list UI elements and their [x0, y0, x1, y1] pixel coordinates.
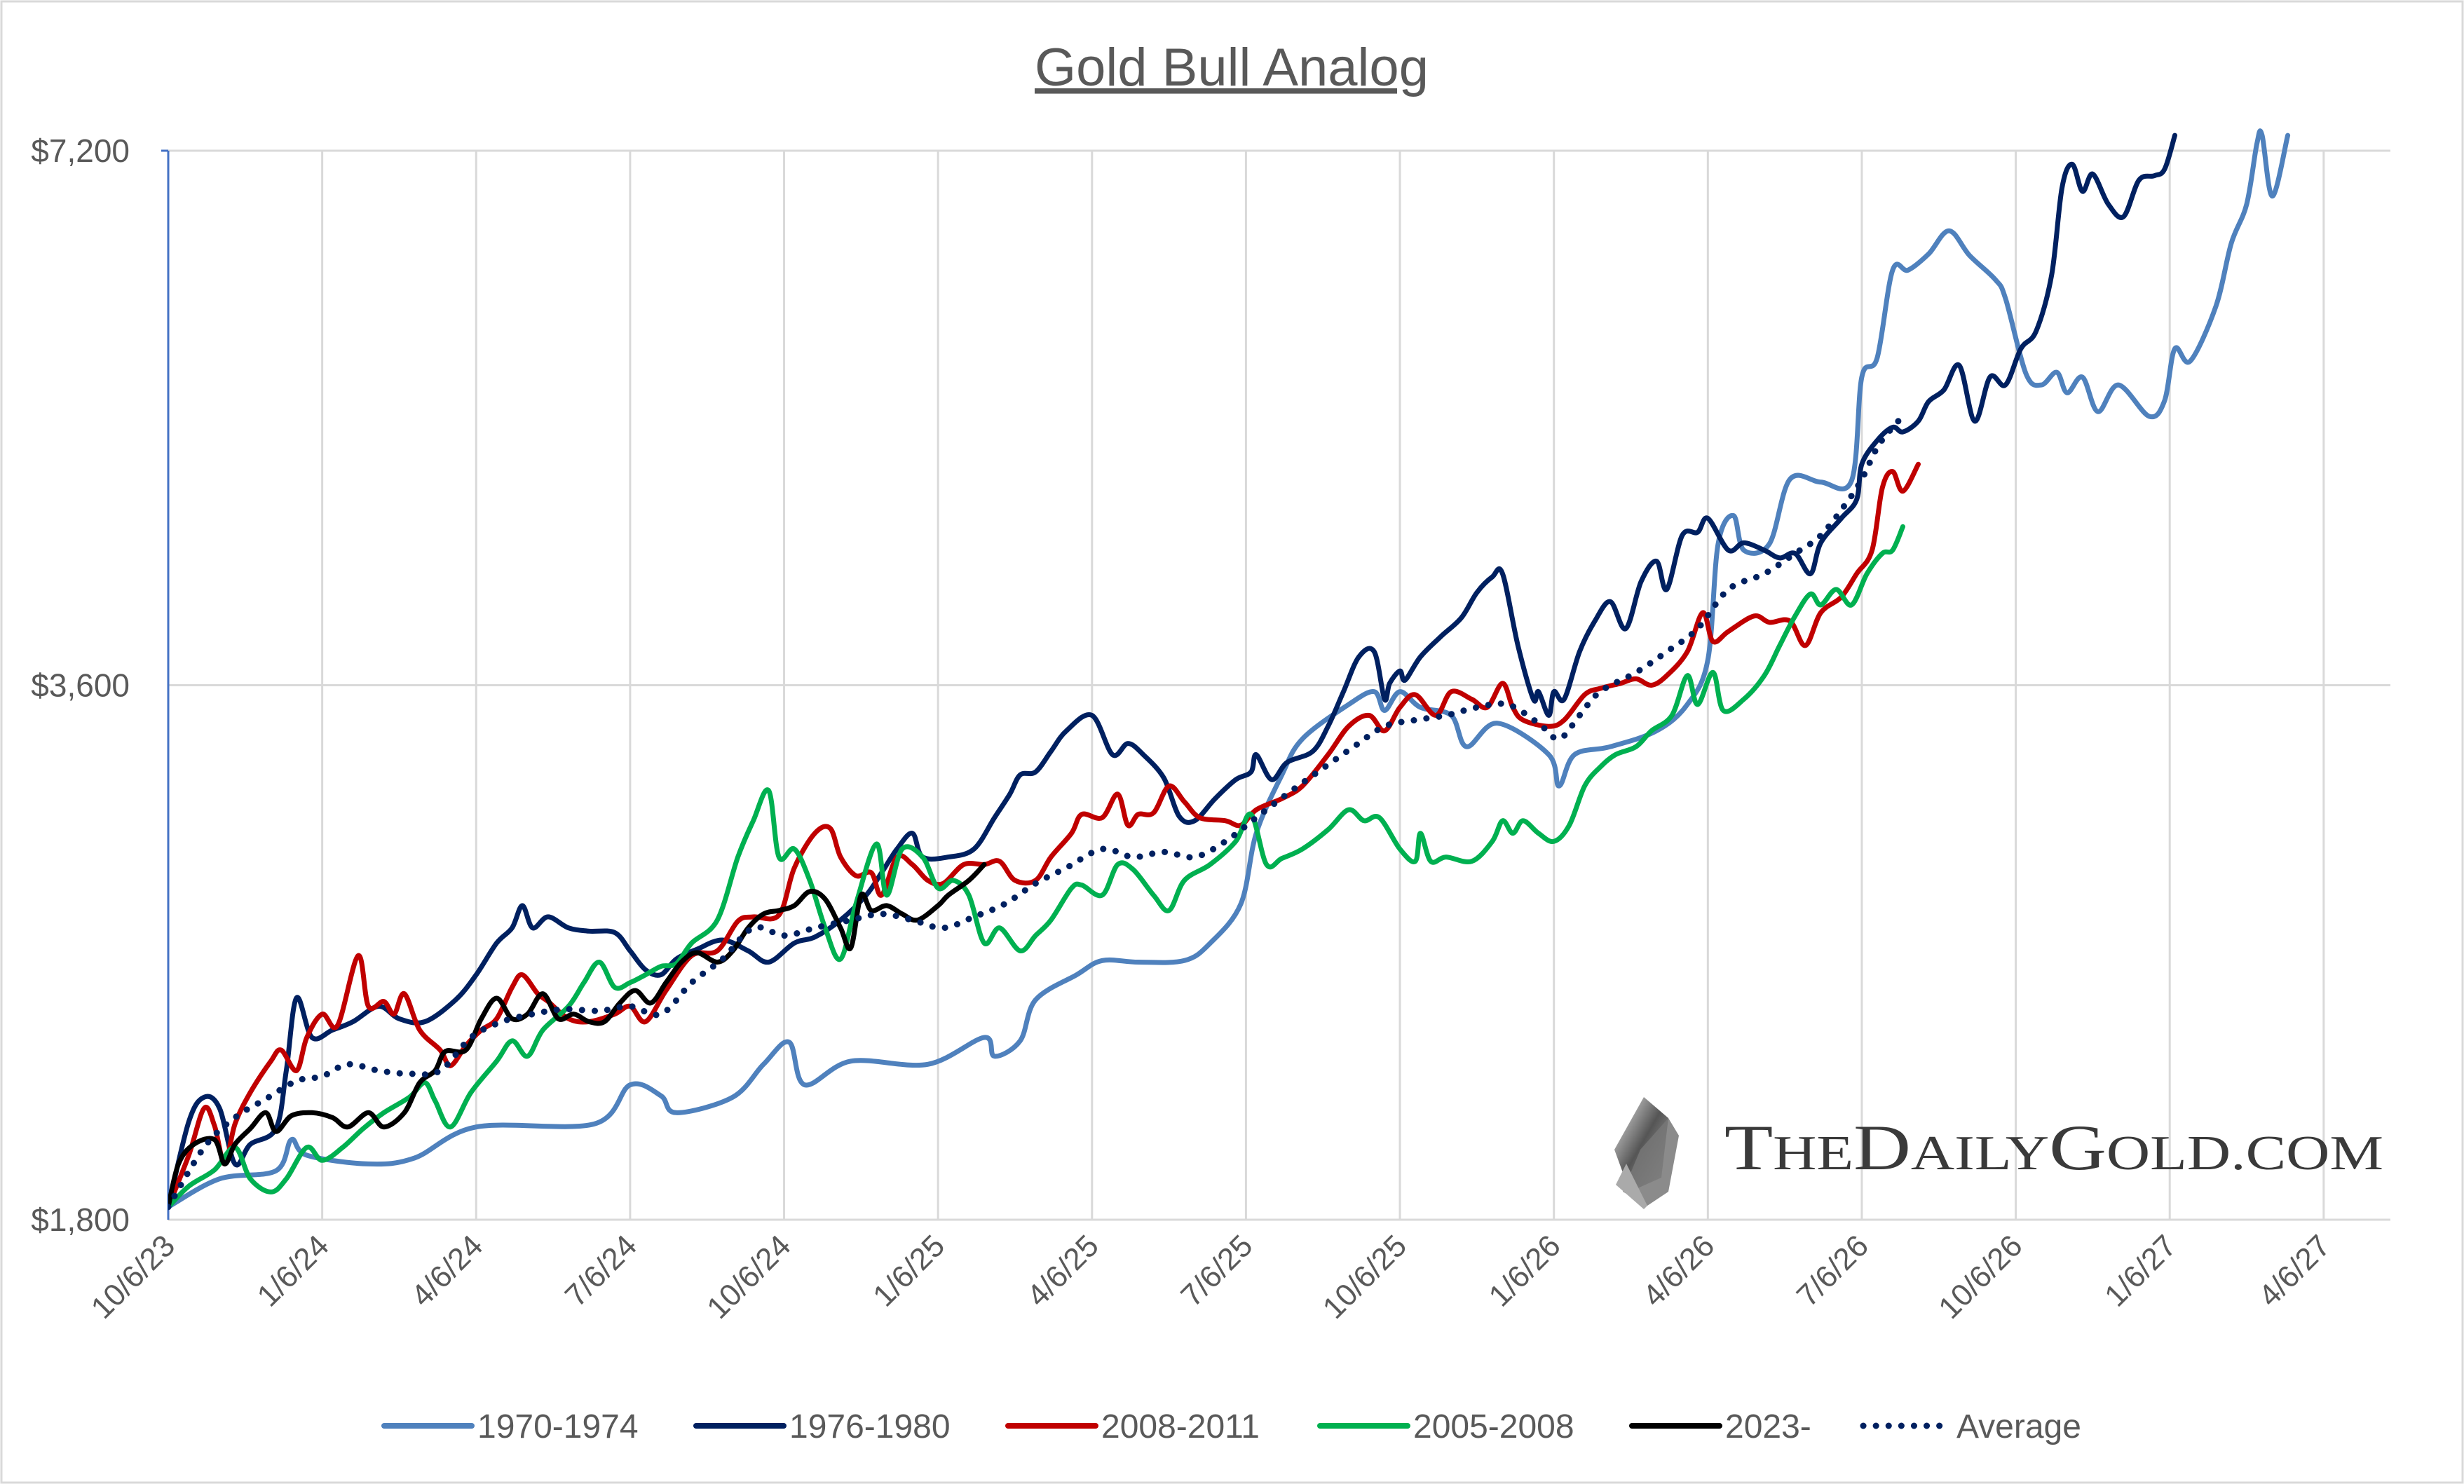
legend-item: 2008-2011: [1005, 1408, 1260, 1445]
series-line-2023: [168, 862, 987, 1210]
series-lines: [168, 128, 2291, 1211]
legend-label: 1970-1974: [477, 1408, 639, 1445]
y-tick-label: $7,200: [31, 132, 130, 169]
series-line-1970-1974: [168, 128, 2291, 1210]
legend-label: 1976-1980: [789, 1408, 951, 1445]
y-tick-label: $1,800: [31, 1202, 130, 1238]
legend-item: 1976-1980: [693, 1408, 951, 1445]
series-line-1976-1980: [168, 132, 2177, 1210]
legend-item: 1970-1974: [381, 1408, 639, 1445]
gold-bar-logo-icon: [1614, 1097, 1679, 1209]
series-line-2005-2008: [168, 524, 1905, 1210]
series-line-Average: [168, 413, 1906, 1211]
y-axis: $1,800 $3,600 $7,200: [31, 132, 130, 1238]
legend-label: 2008-2011: [1101, 1408, 1260, 1445]
y-tick-label: $3,600: [31, 667, 130, 704]
legend: 1970-1974 1976-1980 2008-2011 2005-2008 2023…: [381, 1408, 2081, 1445]
legend-label: 2005-2008: [1413, 1408, 1574, 1445]
legend-label: Average: [1956, 1408, 2081, 1445]
legend-item: 2005-2008: [1317, 1408, 1574, 1445]
legend-item: Average: [1860, 1408, 2081, 1445]
legend-item: 2023-: [1629, 1408, 1811, 1445]
chart-title: Gold Bull Analog: [1035, 38, 1429, 97]
series-line-2008-2011: [168, 461, 1921, 1210]
legend-label: 2023-: [1725, 1408, 1811, 1445]
